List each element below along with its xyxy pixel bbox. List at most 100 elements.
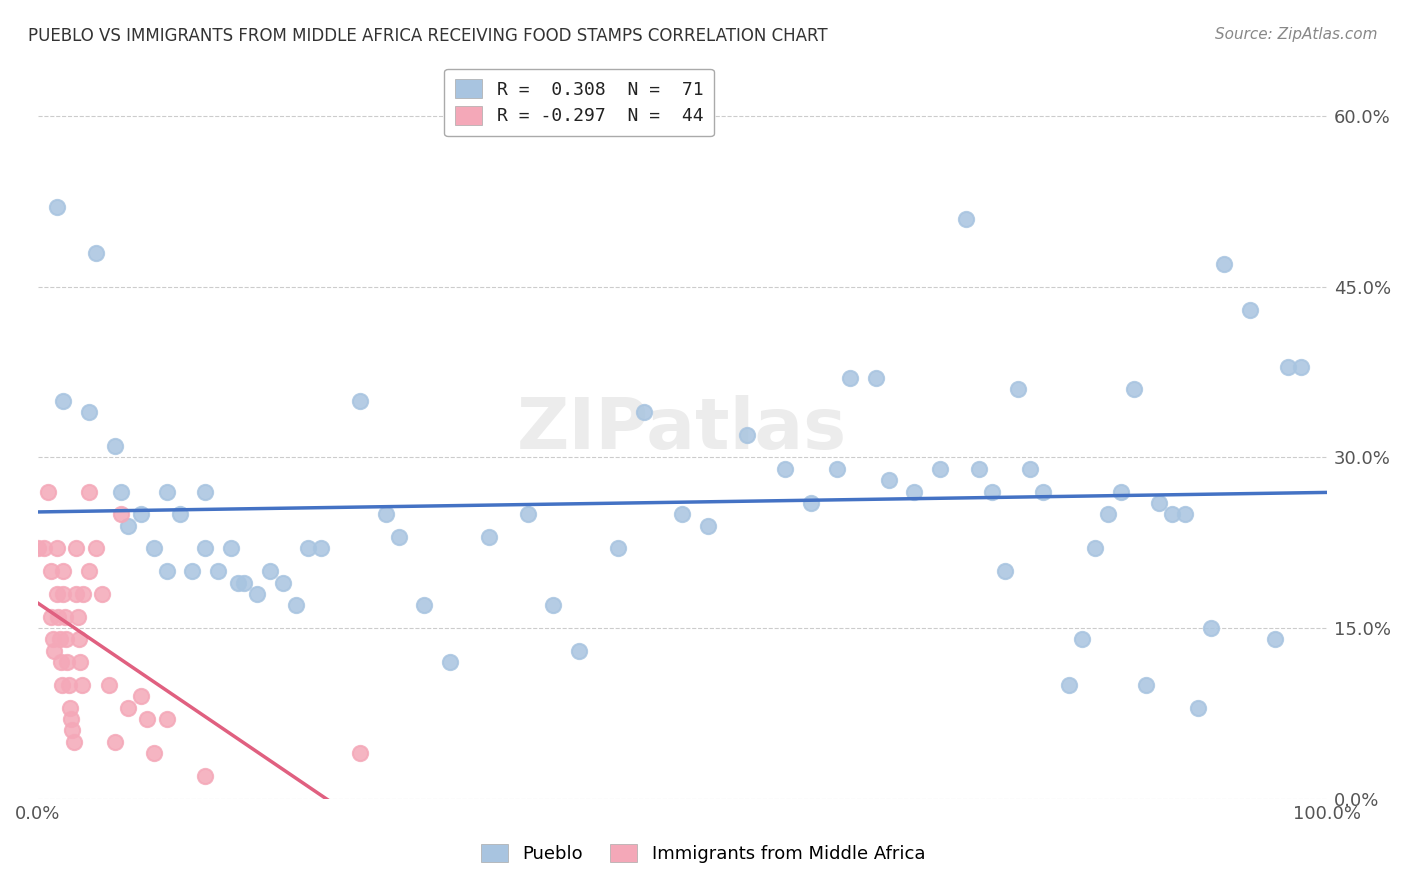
- Point: [865, 371, 887, 385]
- Point: [516, 508, 538, 522]
- Point: [1289, 359, 1312, 374]
- Point: [775, 462, 797, 476]
- Point: [52, 564, 75, 578]
- Point: [877, 473, 900, 487]
- Point: [1264, 632, 1286, 647]
- Point: [129, 690, 152, 704]
- Point: [142, 746, 165, 760]
- Point: [955, 211, 977, 226]
- Point: [194, 484, 217, 499]
- Point: [207, 564, 229, 578]
- Point: [51, 678, 73, 692]
- Point: [65, 587, 87, 601]
- Point: [117, 518, 139, 533]
- Point: [1239, 302, 1261, 317]
- Point: [46, 200, 69, 214]
- Point: [297, 541, 319, 556]
- Point: [142, 541, 165, 556]
- Point: [104, 439, 127, 453]
- Point: [169, 508, 191, 522]
- Point: [46, 609, 69, 624]
- Point: [1212, 257, 1234, 271]
- Point: [32, 541, 55, 556]
- Point: [825, 462, 848, 476]
- Legend: Pueblo, Immigrants from Middle Africa: Pueblo, Immigrants from Middle Africa: [470, 833, 936, 874]
- Point: [1149, 496, 1171, 510]
- Point: [1097, 508, 1119, 522]
- Point: [1187, 700, 1209, 714]
- Text: Source: ZipAtlas.com: Source: ZipAtlas.com: [1215, 27, 1378, 42]
- Point: [1084, 541, 1107, 556]
- Point: [44, 644, 66, 658]
- Point: [136, 712, 159, 726]
- Point: [838, 371, 860, 385]
- Point: [903, 484, 925, 499]
- Point: [1007, 382, 1029, 396]
- Point: [70, 678, 93, 692]
- Point: [233, 575, 256, 590]
- Text: PUEBLO VS IMMIGRANTS FROM MIDDLE AFRICA RECEIVING FOOD STAMPS CORRELATION CHART: PUEBLO VS IMMIGRANTS FROM MIDDLE AFRICA …: [28, 27, 828, 45]
- Point: [58, 678, 80, 692]
- Point: [39, 609, 62, 624]
- Point: [156, 712, 179, 726]
- Point: [46, 541, 69, 556]
- Point: [606, 541, 628, 556]
- Point: [42, 632, 65, 647]
- Point: [1122, 382, 1144, 396]
- Point: [84, 245, 107, 260]
- Point: [929, 462, 952, 476]
- Point: [1161, 508, 1184, 522]
- Point: [156, 484, 179, 499]
- Point: [980, 484, 1002, 499]
- Point: [77, 564, 100, 578]
- Point: [374, 508, 396, 522]
- Point: [55, 632, 77, 647]
- Point: [1174, 508, 1197, 522]
- Point: [62, 734, 84, 748]
- Point: [72, 587, 94, 601]
- Point: [39, 564, 62, 578]
- Point: [117, 700, 139, 714]
- Point: [633, 405, 655, 419]
- Point: [246, 587, 269, 601]
- Point: [156, 564, 179, 578]
- Point: [1032, 484, 1054, 499]
- Point: [56, 655, 79, 669]
- Point: [568, 644, 591, 658]
- Point: [46, 587, 69, 601]
- Point: [271, 575, 294, 590]
- Point: [1071, 632, 1094, 647]
- Point: [194, 769, 217, 783]
- Point: [1109, 484, 1132, 499]
- Point: [1135, 678, 1157, 692]
- Point: [66, 609, 89, 624]
- Point: [1057, 678, 1080, 692]
- Point: [226, 575, 249, 590]
- Point: [59, 700, 82, 714]
- Point: [994, 564, 1017, 578]
- Point: [671, 508, 693, 522]
- Point: [388, 530, 411, 544]
- Point: [48, 632, 70, 647]
- Text: ZIPatlas: ZIPatlas: [517, 394, 848, 464]
- Point: [543, 599, 565, 613]
- Point: [65, 541, 87, 556]
- Point: [478, 530, 501, 544]
- Point: [110, 484, 132, 499]
- Point: [1199, 621, 1222, 635]
- Point: [97, 678, 120, 692]
- Point: [91, 587, 114, 601]
- Point: [1019, 462, 1042, 476]
- Point: [52, 587, 75, 601]
- Point: [104, 734, 127, 748]
- Point: [311, 541, 333, 556]
- Point: [349, 393, 371, 408]
- Point: [53, 609, 76, 624]
- Point: [967, 462, 990, 476]
- Point: [27, 541, 49, 556]
- Point: [37, 484, 59, 499]
- Point: [69, 655, 91, 669]
- Point: [49, 655, 72, 669]
- Point: [800, 496, 823, 510]
- Point: [52, 393, 75, 408]
